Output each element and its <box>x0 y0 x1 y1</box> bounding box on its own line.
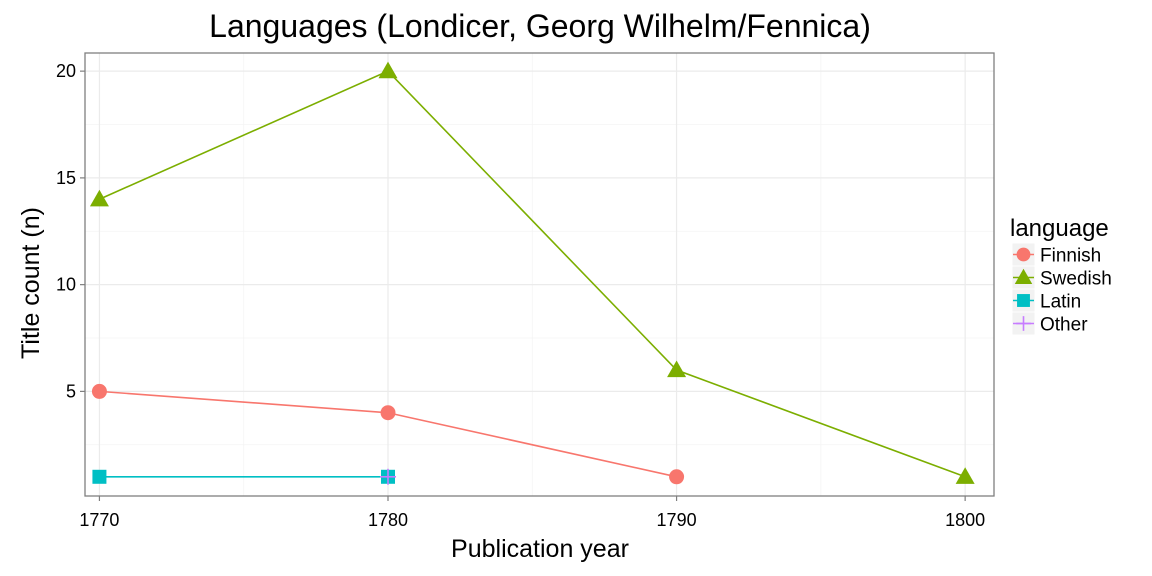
legend-key-marker-swedish <box>1014 268 1033 285</box>
data-point-latin <box>92 469 107 484</box>
y-tick-label: 5 <box>66 381 76 401</box>
legend-key-marker-finnish <box>1016 247 1031 262</box>
x-axis: 1770 1780 1790 1800 <box>79 496 985 530</box>
data-point-finnish <box>380 405 396 421</box>
legend-label-latin: Latin <box>1040 292 1081 313</box>
legend-title: language <box>1010 215 1109 242</box>
plot-area <box>84 52 995 497</box>
legend-label-finnish: Finnish <box>1040 246 1101 267</box>
y-tick-label: 20 <box>56 61 76 81</box>
y-tick-label: 15 <box>56 168 76 188</box>
data-point-finnish <box>91 383 107 399</box>
legend-label-swedish: Swedish <box>1040 269 1112 290</box>
legend-key-marker-latin <box>1017 294 1030 307</box>
series-points <box>89 61 975 485</box>
chart-title: Languages (Londicer, Georg Wilhelm/Fenni… <box>209 8 871 44</box>
y-axis-title: Title count (n) <box>17 207 45 359</box>
series-line-swedish <box>99 70 966 478</box>
plot-panel-border <box>84 52 995 497</box>
x-tick-label: 1780 <box>368 510 408 530</box>
y-tick-label: 10 <box>56 275 76 295</box>
x-tick-label: 1770 <box>79 510 119 530</box>
data-point-swedish <box>378 61 398 79</box>
data-point-swedish <box>89 189 109 207</box>
x-tick-label: 1790 <box>657 510 697 530</box>
data-point-finnish <box>669 469 685 485</box>
data-point-other <box>380 468 396 485</box>
plot-panel-background <box>85 53 994 496</box>
legend-label-other: Other <box>1040 315 1088 336</box>
data-point-swedish <box>667 360 687 378</box>
y-axis: 5 10 15 20 <box>56 61 85 401</box>
data-point-swedish <box>955 467 975 484</box>
x-tick-label: 1800 <box>945 510 985 530</box>
grid <box>85 53 994 496</box>
x-axis-title: Publication year <box>451 535 629 563</box>
legend-key-marker-other <box>1016 316 1031 331</box>
